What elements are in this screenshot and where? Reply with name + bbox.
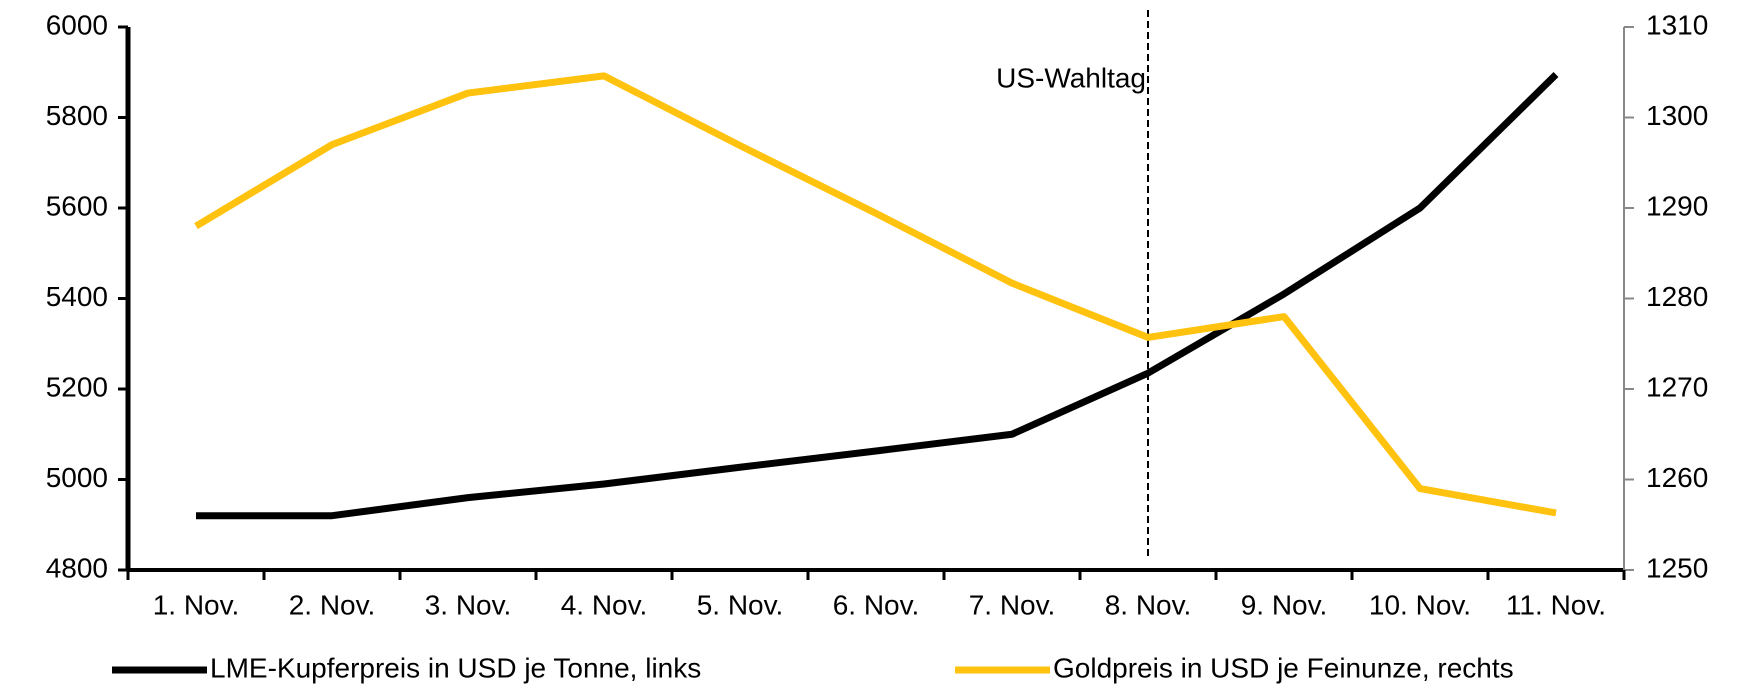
series-line (196, 72, 1559, 520)
y-tick-label: 5200 (46, 371, 108, 402)
y-tick-label: 5400 (46, 281, 108, 312)
x-tick-label: 6. Nov. (833, 589, 920, 620)
x-tick-label: 5. Nov. (697, 589, 784, 620)
x-tick-label: 9. Nov. (1241, 589, 1328, 620)
y-tick-label: 4800 (46, 552, 108, 583)
x-tick-label: 1. Nov. (153, 589, 240, 620)
x-tick-label: 11. Nov. (1506, 589, 1606, 620)
x-tick-label: 7. Nov. (969, 589, 1056, 620)
y-tick-label: 5600 (46, 190, 108, 221)
annotation-label: US-Wahltag (996, 62, 1146, 93)
y-tick-label: 6000 (46, 9, 108, 40)
y2-tick-label: 1300 (1646, 100, 1708, 131)
x-tick-label: 4. Nov. (561, 589, 648, 620)
y2-tick-label: 1280 (1646, 281, 1708, 312)
y2-tick-label: 1250 (1646, 552, 1708, 583)
legend-label: Goldpreis in USD je Feinunze, rechts (1053, 652, 1514, 683)
x-tick-label: 8. Nov. (1105, 589, 1192, 620)
y-tick-label: 5000 (46, 462, 108, 493)
series-line (194, 72, 1557, 517)
y2-tick-label: 1290 (1646, 190, 1708, 221)
y2-tick-label: 1310 (1646, 9, 1708, 40)
y-tick-label: 5800 (46, 100, 108, 131)
y2-tick-label: 1270 (1646, 371, 1708, 402)
x-tick-label: 3. Nov. (425, 589, 512, 620)
legend-label: LME-Kupferpreis in USD je Tonne, links (210, 652, 701, 683)
x-tick-label: 2. Nov. (289, 589, 376, 620)
y2-tick-label: 1260 (1646, 462, 1708, 493)
x-tick-label: 10. Nov. (1369, 589, 1471, 620)
